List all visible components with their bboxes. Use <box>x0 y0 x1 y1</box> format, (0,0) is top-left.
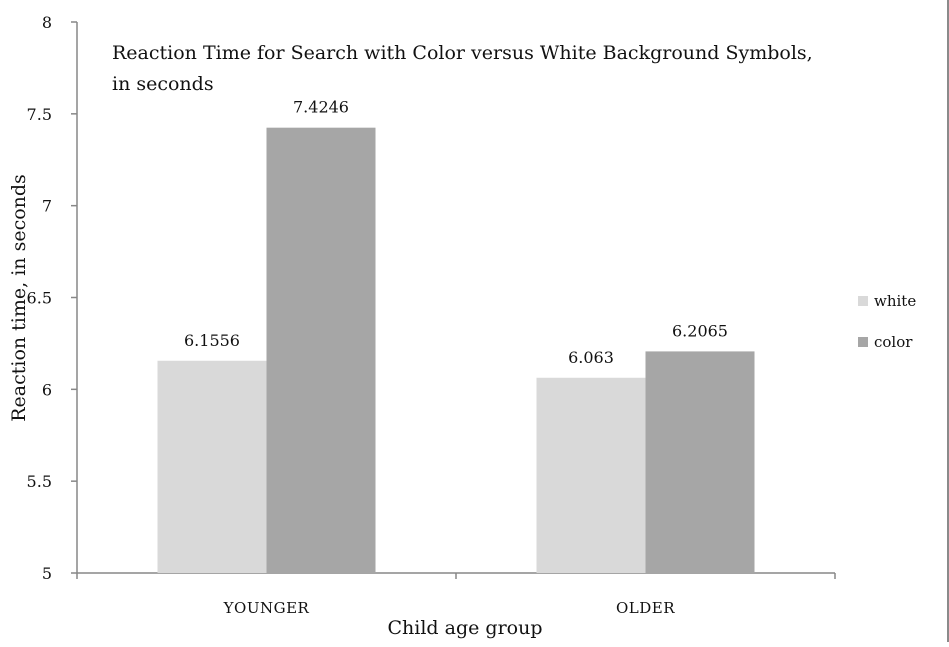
y-tick-label: 7.5 <box>27 105 52 124</box>
x-ticks: YOUNGER OLDER <box>76 573 836 617</box>
y-tick-label: 5 <box>42 564 52 583</box>
x-tick-label: OLDER <box>616 599 675 617</box>
y-axis-title: Reaction time, in seconds <box>8 174 30 422</box>
data-label: 7.4246 <box>293 98 349 117</box>
legend-label: color <box>874 333 913 351</box>
y-tick-label: 6 <box>42 380 52 399</box>
bar-color-older <box>645 351 755 573</box>
y-tick-label: 6.5 <box>27 289 52 308</box>
legend-label: white <box>874 292 916 310</box>
legend-swatch-white <box>858 296 868 306</box>
chart-title-line-2: in seconds <box>112 73 214 95</box>
legend-swatch-color <box>858 337 868 347</box>
x-tick-label: YOUNGER <box>223 599 310 617</box>
bar-color-younger <box>266 127 376 574</box>
x-axis-title: Child age group <box>388 617 543 639</box>
data-label: 6.063 <box>568 348 614 367</box>
data-label: 6.1556 <box>184 331 240 350</box>
y-ticks: 5 5.5 6 6.5 7 7.5 8 <box>27 13 77 583</box>
bars <box>157 127 755 574</box>
y-tick-label: 5.5 <box>27 472 52 491</box>
legend: white color <box>858 292 916 351</box>
data-labels: 6.1556 7.4246 6.063 6.2065 <box>184 98 728 367</box>
chart-title-line-1: Reaction Time for Search with Color vers… <box>112 42 813 64</box>
y-tick-label: 8 <box>42 13 52 32</box>
bar-white-older <box>536 377 646 573</box>
y-tick-label: 7 <box>42 197 52 216</box>
data-label: 6.2065 <box>672 321 728 340</box>
bar-white-younger <box>157 360 267 573</box>
